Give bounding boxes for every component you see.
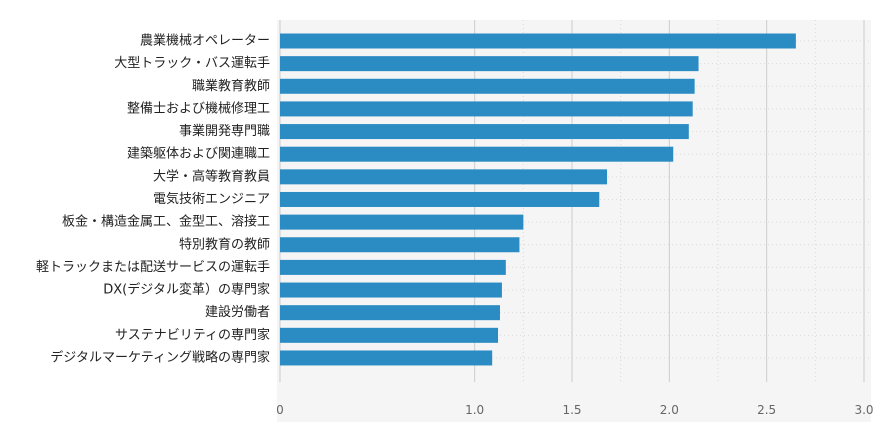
bar [280,214,524,230]
category-label: 大学・高等教育教員 [153,168,270,184]
bars [280,33,796,366]
category-labels: 農業機械オペレーター大型トラック・バス運転手職業教育教師整備士および機械修理工事… [36,33,270,366]
category-label: 整備士および機械修理工 [127,100,270,116]
bar [280,282,502,298]
category-label: 大型トラック・バス運転手 [114,56,270,71]
category-label: デジタルマーケティング戦略の専門家 [50,349,270,365]
bar [280,259,506,275]
bar [280,56,699,72]
category-label: 農業機械オペレーター [140,33,270,49]
category-label: 職業教育教師 [192,78,270,94]
category-label: DX(デジタル変革）の専門家 [103,282,270,298]
x-tick-label: 1.0 [465,403,484,417]
x-tick-label: 1.5 [562,403,581,417]
category-label: 板金・構造金属工、金型工、溶接工 [62,214,270,230]
category-label: 建設労働者 [205,304,270,320]
category-label: 特別教育の教師 [179,236,270,252]
category-label: 電気技術エンジニア [153,191,270,207]
bar [280,78,695,94]
bar [280,305,500,321]
x-tick-label: 3.0 [854,403,873,417]
bar [280,169,608,185]
x-tick-label: 2.5 [757,403,776,417]
x-tick-label: 2.0 [660,403,679,417]
category-label: サステナビリティの専門家 [115,327,270,343]
bar [280,350,493,366]
bar [280,327,499,343]
category-label: 事業開発専門職 [179,123,270,139]
bar [280,237,520,253]
bar [280,146,674,162]
bar [280,33,796,49]
category-label: 建築躯体および関連職工 [127,146,270,162]
bar [280,191,600,207]
x-axis-tick-labels: 0 1.0 1.5 2.0 2.5 3.0 [276,403,873,417]
category-label: 軽トラックまたは配送サービスの運転手 [36,260,270,275]
bar [280,124,689,140]
bar [280,101,693,117]
x-tick-label: 0 [276,403,284,417]
